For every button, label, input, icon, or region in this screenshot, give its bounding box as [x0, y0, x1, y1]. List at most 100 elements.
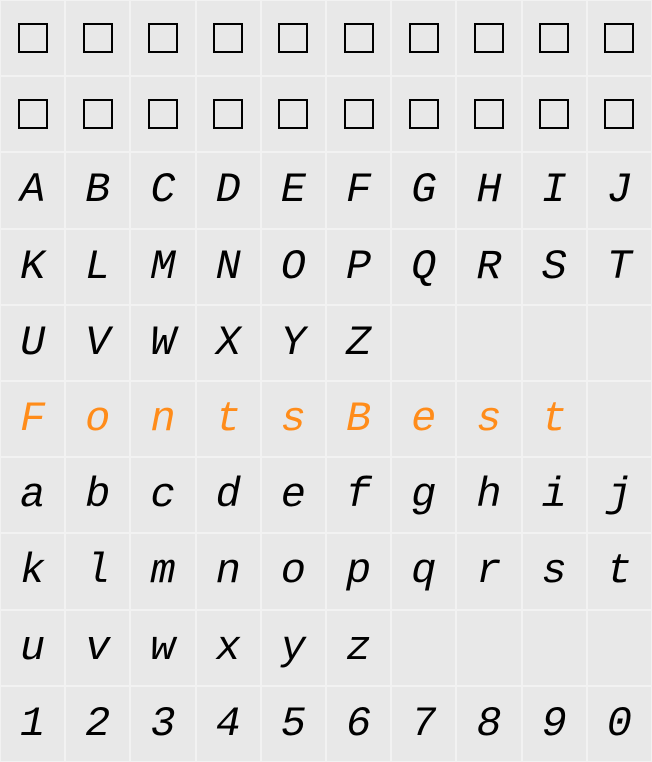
- glyph-char: Y: [281, 319, 306, 367]
- glyph-cell: [326, 0, 391, 76]
- glyph-char: b: [85, 471, 110, 519]
- glyph-cell: 8: [456, 686, 521, 762]
- glyph-cell: 1: [0, 686, 65, 762]
- box-glyph-icon: [474, 23, 504, 53]
- glyph-char: J: [607, 166, 632, 214]
- box-glyph-icon: [278, 23, 308, 53]
- glyph-cell: J: [587, 152, 652, 228]
- glyph-char: F: [20, 395, 45, 443]
- glyph-char: v: [85, 624, 110, 672]
- glyph-cell: s: [456, 381, 521, 457]
- glyph-cell: u: [0, 610, 65, 686]
- glyph-cell: t: [587, 533, 652, 609]
- glyph-cell: U: [0, 305, 65, 381]
- glyph-char: E: [281, 166, 306, 214]
- glyph-cell: [196, 0, 261, 76]
- glyph-cell: f: [326, 457, 391, 533]
- box-glyph-icon: [278, 99, 308, 129]
- box-glyph-icon: [18, 99, 48, 129]
- glyph-cell: B: [326, 381, 391, 457]
- glyph-cell: P: [326, 229, 391, 305]
- glyph-char: 4: [216, 700, 241, 748]
- glyph-char: c: [150, 471, 175, 519]
- glyph-char: D: [216, 166, 241, 214]
- glyph-cell: C: [130, 152, 195, 228]
- glyph-char: e: [281, 471, 306, 519]
- glyph-char: 3: [150, 700, 175, 748]
- glyph-cell: 7: [391, 686, 456, 762]
- glyph-char: y: [281, 624, 306, 672]
- glyph-char: j: [607, 471, 632, 519]
- box-glyph-icon: [409, 23, 439, 53]
- glyph-cell: M: [130, 229, 195, 305]
- box-glyph-icon: [474, 99, 504, 129]
- glyph-char: t: [216, 395, 241, 443]
- glyph-char: q: [411, 547, 436, 595]
- glyph-cell: [391, 305, 456, 381]
- box-glyph-icon: [213, 99, 243, 129]
- glyph-cell: A: [0, 152, 65, 228]
- glyph-char: t: [607, 547, 632, 595]
- glyph-char: B: [85, 166, 110, 214]
- glyph-char: 1: [20, 700, 45, 748]
- glyph-cell: o: [261, 533, 326, 609]
- glyph-cell: l: [65, 533, 130, 609]
- glyph-cell: O: [261, 229, 326, 305]
- glyph-cell: j: [587, 457, 652, 533]
- glyph-cell: i: [522, 457, 587, 533]
- glyph-char: 6: [346, 700, 371, 748]
- glyph-char: r: [476, 547, 501, 595]
- character-grid: ABCDEFGHIJKLMNOPQRSTUVWXYZFontsBestabcde…: [0, 0, 652, 762]
- glyph-cell: o: [65, 381, 130, 457]
- glyph-char: g: [411, 471, 436, 519]
- glyph-char: m: [150, 547, 175, 595]
- glyph-cell: [0, 0, 65, 76]
- glyph-cell: k: [0, 533, 65, 609]
- glyph-char: k: [20, 547, 45, 595]
- glyph-cell: v: [65, 610, 130, 686]
- glyph-cell: K: [0, 229, 65, 305]
- glyph-char: T: [607, 243, 632, 291]
- glyph-cell: D: [196, 152, 261, 228]
- glyph-char: i: [542, 471, 567, 519]
- glyph-cell: 6: [326, 686, 391, 762]
- glyph-char: u: [20, 624, 45, 672]
- box-glyph-icon: [148, 23, 178, 53]
- box-glyph-icon: [539, 23, 569, 53]
- glyph-char: s: [542, 547, 567, 595]
- glyph-cell: n: [130, 381, 195, 457]
- glyph-char: C: [150, 166, 175, 214]
- glyph-cell: w: [130, 610, 195, 686]
- glyph-char: s: [281, 395, 306, 443]
- glyph-cell: 5: [261, 686, 326, 762]
- glyph-cell: q: [391, 533, 456, 609]
- glyph-char: t: [542, 395, 567, 443]
- glyph-char: O: [281, 243, 306, 291]
- glyph-cell: [456, 305, 521, 381]
- glyph-cell: t: [522, 381, 587, 457]
- glyph-char: s: [476, 395, 501, 443]
- glyph-cell: [522, 610, 587, 686]
- glyph-cell: [456, 610, 521, 686]
- glyph-cell: [391, 610, 456, 686]
- glyph-cell: m: [130, 533, 195, 609]
- glyph-cell: g: [391, 457, 456, 533]
- glyph-cell: [587, 0, 652, 76]
- glyph-cell: H: [456, 152, 521, 228]
- glyph-char: X: [216, 319, 241, 367]
- glyph-cell: b: [65, 457, 130, 533]
- glyph-char: B: [346, 395, 371, 443]
- glyph-cell: [522, 0, 587, 76]
- glyph-char: U: [20, 319, 45, 367]
- glyph-cell: s: [522, 533, 587, 609]
- glyph-char: p: [346, 547, 371, 595]
- glyph-cell: F: [0, 381, 65, 457]
- glyph-cell: X: [196, 305, 261, 381]
- glyph-char: 5: [281, 700, 306, 748]
- glyph-cell: W: [130, 305, 195, 381]
- glyph-cell: N: [196, 229, 261, 305]
- glyph-char: S: [542, 243, 567, 291]
- box-glyph-icon: [409, 99, 439, 129]
- glyph-char: G: [411, 166, 436, 214]
- glyph-char: o: [85, 395, 110, 443]
